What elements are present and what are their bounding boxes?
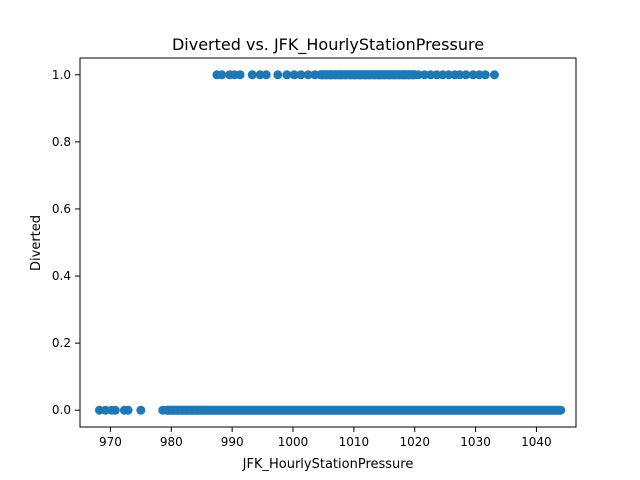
axis-ticks: 970 980 990 1000 1010 1020 1030 1040 0.0 0.2 0.4 0.… (52, 68, 552, 449)
x-tick-label: 1030 (460, 435, 491, 449)
x-tick-label: 990 (221, 435, 244, 449)
data-point (282, 70, 292, 80)
data-point (289, 70, 299, 80)
plot-frame (79, 57, 577, 428)
chart-title: Diverted vs. JFK_HourlyStationPressure (172, 35, 484, 55)
y-tick-label: 0.4 (52, 269, 71, 283)
data-point (247, 70, 257, 80)
data-point (480, 70, 490, 80)
y-tick-label: 0.0 (52, 403, 71, 417)
data-point (235, 70, 245, 80)
data-point (273, 70, 283, 80)
y-tick-label: 0.2 (52, 336, 71, 350)
y-tick-label: 1.0 (52, 68, 71, 82)
x-axis-label: JFK_HourlyStationPressure (242, 457, 414, 472)
data-point (489, 70, 499, 80)
data-point (296, 70, 306, 80)
data-point (217, 70, 227, 80)
data-points (94, 70, 566, 415)
data-point (461, 70, 471, 80)
data-point (192, 405, 202, 415)
y-axis-label: Diverted (29, 215, 44, 271)
x-tick-label: 980 (160, 435, 183, 449)
data-point (110, 405, 120, 415)
y-tick-label: 0.8 (52, 135, 71, 149)
x-tick-label: 1000 (278, 435, 309, 449)
x-tick-label: 1010 (339, 435, 370, 449)
data-point (261, 70, 271, 80)
x-tick-label: 1040 (521, 435, 552, 449)
x-tick-label: 1020 (399, 435, 430, 449)
data-point (136, 405, 146, 415)
x-tick-label: 970 (99, 435, 122, 449)
data-point (123, 405, 133, 415)
y-tick-label: 0.6 (52, 202, 71, 216)
data-point (310, 70, 320, 80)
data-point (303, 70, 313, 80)
